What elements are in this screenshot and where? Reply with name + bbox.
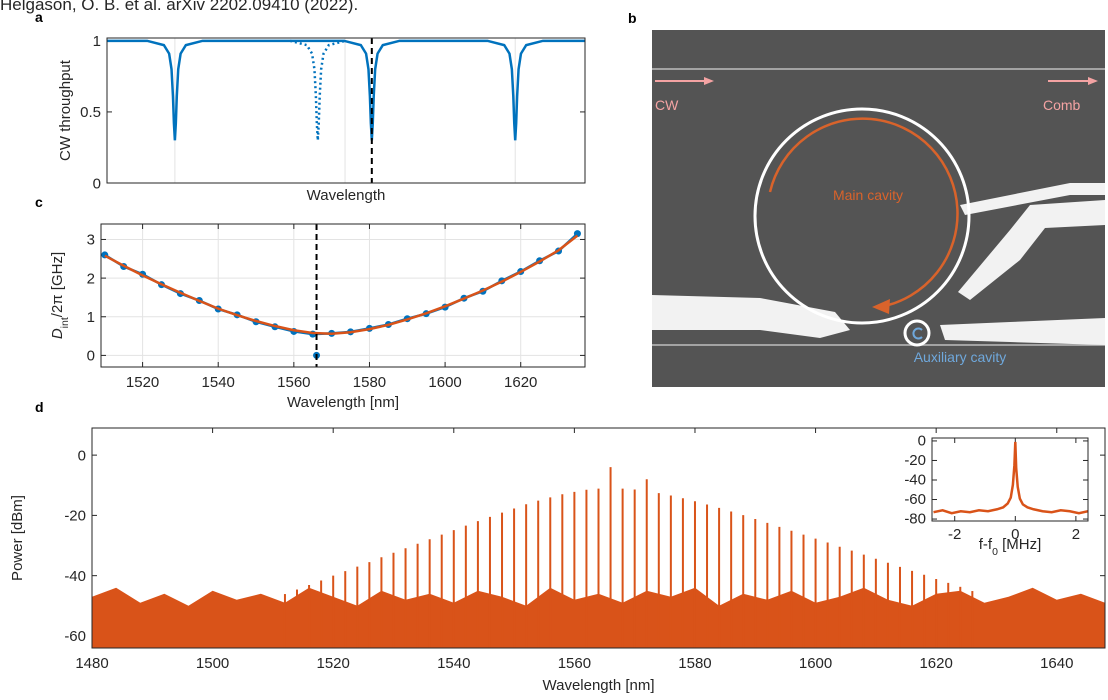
x-axis-label: f-f0 [MHz] — [979, 536, 1042, 558]
comb-label: Comb — [1043, 97, 1081, 113]
electrode — [940, 318, 1105, 345]
x-tick-label: 1480 — [75, 655, 108, 672]
x-axis-label: Wavelength [nm] — [543, 677, 655, 694]
circulation-arrow — [768, 117, 959, 309]
y-tick-label: 2 — [87, 270, 95, 287]
panel-label: c — [35, 194, 43, 210]
y-tick-label: 0.5 — [80, 104, 101, 121]
electrode — [960, 183, 1105, 215]
y-tick-label: -80 — [904, 511, 926, 528]
electrode — [652, 295, 850, 338]
x-tick-label: 1580 — [353, 374, 386, 391]
arrow-head — [1088, 77, 1098, 85]
x-tick-label: 1580 — [678, 655, 711, 672]
data-line — [933, 441, 1088, 515]
y-axis-label: CW throughput — [57, 59, 74, 161]
y-tick-label: -40 — [64, 568, 86, 585]
plot-area — [932, 438, 1088, 521]
y-axis-label-sub: int — [59, 317, 71, 328]
y-tick-label: -60 — [64, 628, 86, 645]
x-tick-label: -2 — [948, 526, 961, 543]
y-tick-label: 1 — [93, 33, 101, 50]
x-tick-label: 1540 — [202, 374, 235, 391]
x-tick-label: 1520 — [317, 655, 350, 672]
y-tick-label: 0 — [93, 175, 101, 192]
arrow-head — [872, 299, 890, 314]
arrow-head — [704, 77, 714, 85]
x-axis-label: Wavelength — [307, 187, 386, 204]
y-axis-label-main: D — [49, 328, 66, 339]
cw-label: CW — [655, 97, 679, 113]
y-axis-label-rest: /2π [GHz] — [49, 252, 66, 317]
axes-frame — [931, 437, 1089, 522]
main-ring — [753, 107, 971, 325]
y-tick-label: -20 — [64, 508, 86, 525]
data-line — [289, 39, 346, 141]
x-axis-label: Wavelength [nm] — [287, 394, 399, 411]
x-tick-label: 1520 — [126, 374, 159, 391]
data-line — [104, 234, 579, 336]
x-tick-label: 1500 — [196, 655, 229, 672]
y-tick-label: -20 — [904, 452, 926, 469]
y-tick-label: 0 — [918, 432, 926, 449]
main-cavity-label: Main cavity — [833, 187, 903, 203]
panel-label: b — [628, 10, 637, 26]
auxiliary-ring — [903, 319, 931, 347]
panel-label: a — [35, 9, 43, 25]
axes-frame — [100, 223, 586, 368]
citation: Helgason, Ó. B. et al. arXiv 2202.09410 … — [0, 0, 358, 14]
x-tick-label: 1620 — [504, 374, 537, 391]
y-tick-label: -40 — [904, 472, 926, 489]
x-tick-label: 1540 — [437, 655, 470, 672]
auxiliary-cavity-label: Auxiliary cavity — [914, 349, 1007, 365]
electrode — [958, 200, 1105, 300]
y-axis-label: Power [dBm] — [9, 495, 26, 581]
x-tick-label: 1600 — [428, 374, 461, 391]
panel-label: d — [35, 399, 44, 415]
y-tick-label: -60 — [904, 491, 926, 508]
x-tick-label: 0 — [1011, 526, 1019, 543]
axes-frame — [106, 37, 586, 184]
micrograph: CW Comb Main cavity Auxiliary cavity — [652, 30, 1105, 387]
y-tick-label: 0 — [78, 447, 86, 464]
y-tick-label: 3 — [87, 232, 95, 249]
x-axis-label-rest: [MHz] — [998, 536, 1041, 553]
x-axis-label-main: f-f — [979, 536, 993, 553]
x-tick-label: 1560 — [558, 655, 591, 672]
x-axis-label-sub: 0 — [992, 546, 998, 558]
axes-frame — [91, 427, 1106, 649]
y-tick-label: 1 — [87, 309, 95, 326]
x-tick-label: 1560 — [277, 374, 310, 391]
x-tick-label: 1600 — [799, 655, 832, 672]
y-tick-label: 0 — [87, 348, 95, 365]
auxiliary-arrow — [912, 327, 923, 340]
plot-area — [107, 38, 585, 183]
plot-area — [101, 224, 585, 367]
x-tick-label: 2 — [1072, 526, 1080, 543]
x-tick-label: 1620 — [919, 655, 952, 672]
y-axis-label: Dint/2π [GHz] — [49, 252, 71, 339]
x-tick-label: 1640 — [1040, 655, 1073, 672]
